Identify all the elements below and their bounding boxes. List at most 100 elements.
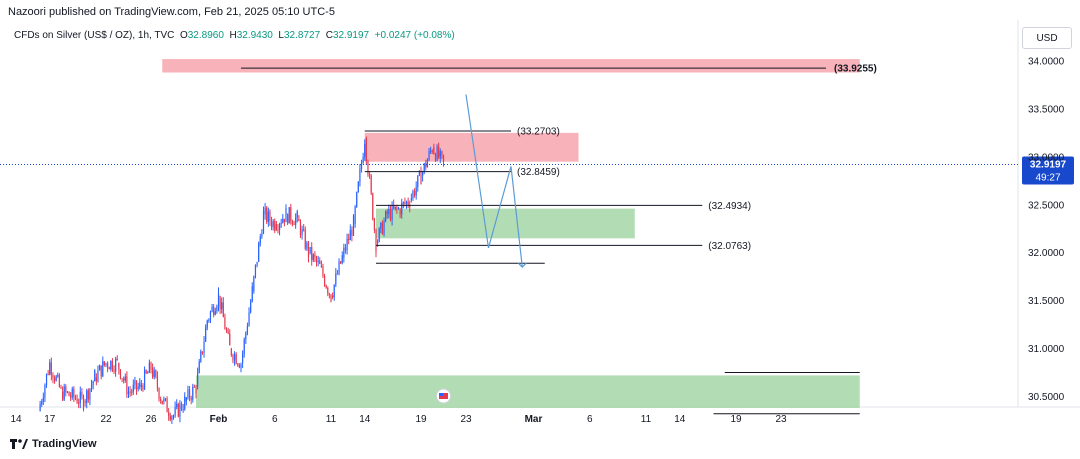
candle-body	[352, 215, 355, 236]
x-tick-label: 19	[415, 414, 427, 425]
candle-body	[47, 373, 49, 375]
candle-body	[92, 381, 94, 385]
candle-body	[344, 247, 347, 251]
candle-body	[71, 388, 73, 398]
candle-body	[283, 218, 285, 223]
candle-body	[227, 331, 229, 334]
candle-body	[65, 386, 67, 392]
candle-body	[66, 391, 69, 393]
candle-body	[153, 370, 155, 378]
candle-body	[68, 391, 70, 396]
current-price-countdown: 49:27	[1035, 173, 1060, 184]
candle-body	[179, 403, 181, 417]
candle-body	[343, 247, 345, 258]
candle-body	[176, 403, 178, 407]
candle-body	[423, 163, 425, 173]
candle-body	[163, 399, 165, 402]
candle-body	[90, 384, 93, 389]
candle-body	[139, 382, 141, 387]
candle-body	[394, 206, 396, 209]
candle-body	[195, 387, 197, 394]
open-value: 32.8960	[187, 30, 224, 41]
x-tick-label: 11	[326, 414, 337, 425]
candle-body	[307, 242, 310, 258]
candle-body	[269, 211, 271, 222]
candle-body	[238, 364, 240, 368]
candle-body	[201, 351, 204, 353]
candle-body	[422, 172, 424, 177]
candle-body	[274, 221, 276, 232]
candle-body	[97, 370, 99, 382]
candle-body	[311, 247, 313, 261]
candle-body	[356, 192, 358, 207]
candle-body	[312, 254, 314, 261]
candle-body	[267, 211, 269, 222]
candle-body	[333, 284, 335, 298]
candle-body	[365, 137, 367, 162]
x-tick-label: 23	[460, 414, 472, 425]
x-tick-label: Mar	[525, 414, 543, 425]
candle-body	[209, 311, 212, 320]
candle-body	[206, 320, 208, 328]
candle-body	[415, 186, 417, 196]
candle-body	[319, 260, 321, 264]
y-tick-label: 33.5000	[1028, 104, 1065, 115]
symbol-name: CFDs on Silver (US$ / OZ), 1h, TVC	[14, 30, 175, 41]
candle-body	[45, 373, 48, 386]
candle-body	[285, 208, 287, 223]
candle-body	[401, 203, 403, 215]
candle-body	[113, 369, 115, 372]
candle-body	[404, 202, 406, 205]
candle-body	[409, 204, 411, 207]
candle-body	[320, 266, 322, 268]
candle-body	[420, 171, 422, 185]
support-zone-mid	[376, 208, 635, 239]
candle-body	[82, 396, 85, 410]
candle-body	[293, 223, 295, 225]
y-tick-label: 32.5000	[1028, 200, 1065, 211]
candle-body	[306, 242, 308, 249]
candle-body	[211, 306, 213, 312]
candle-body	[216, 306, 218, 312]
high-label: H	[229, 30, 237, 41]
candle-body	[439, 151, 441, 158]
candle-body	[245, 332, 247, 340]
candle-body	[254, 264, 257, 277]
candle-body	[94, 370, 96, 382]
candle-body	[177, 403, 179, 417]
candle-body	[86, 390, 88, 403]
candle-body	[119, 369, 122, 379]
candle-body	[349, 229, 351, 241]
candle-body	[259, 236, 261, 244]
candle-body	[95, 377, 97, 382]
candle-body	[270, 221, 273, 227]
candle-body	[430, 150, 432, 152]
candle-body	[63, 386, 65, 400]
candle-body	[264, 207, 266, 215]
candle-body	[73, 388, 75, 398]
y-tick-label: 30.5000	[1028, 392, 1065, 403]
candle-body	[214, 311, 216, 315]
candle-body	[362, 156, 364, 163]
x-tick-label: 14	[10, 414, 22, 425]
candle-body	[262, 210, 265, 234]
x-tick-label: 6	[272, 414, 278, 425]
candle-body	[442, 154, 445, 162]
candle-body	[208, 319, 210, 321]
candle-body	[397, 208, 400, 210]
candle-body	[129, 391, 131, 393]
candle-body	[161, 400, 163, 405]
candle-body	[185, 397, 187, 402]
candle-body	[70, 395, 72, 398]
candle-body	[50, 362, 52, 375]
candle-body	[156, 376, 159, 389]
candle-body	[98, 365, 101, 371]
candle-body	[433, 147, 435, 154]
high-value: 32.9430	[236, 30, 273, 41]
x-tick-label: 19	[730, 414, 742, 425]
candle-body	[410, 198, 412, 200]
currency-button[interactable]: USD	[1022, 27, 1072, 49]
candle-body	[367, 161, 369, 175]
candle-body	[111, 360, 114, 370]
